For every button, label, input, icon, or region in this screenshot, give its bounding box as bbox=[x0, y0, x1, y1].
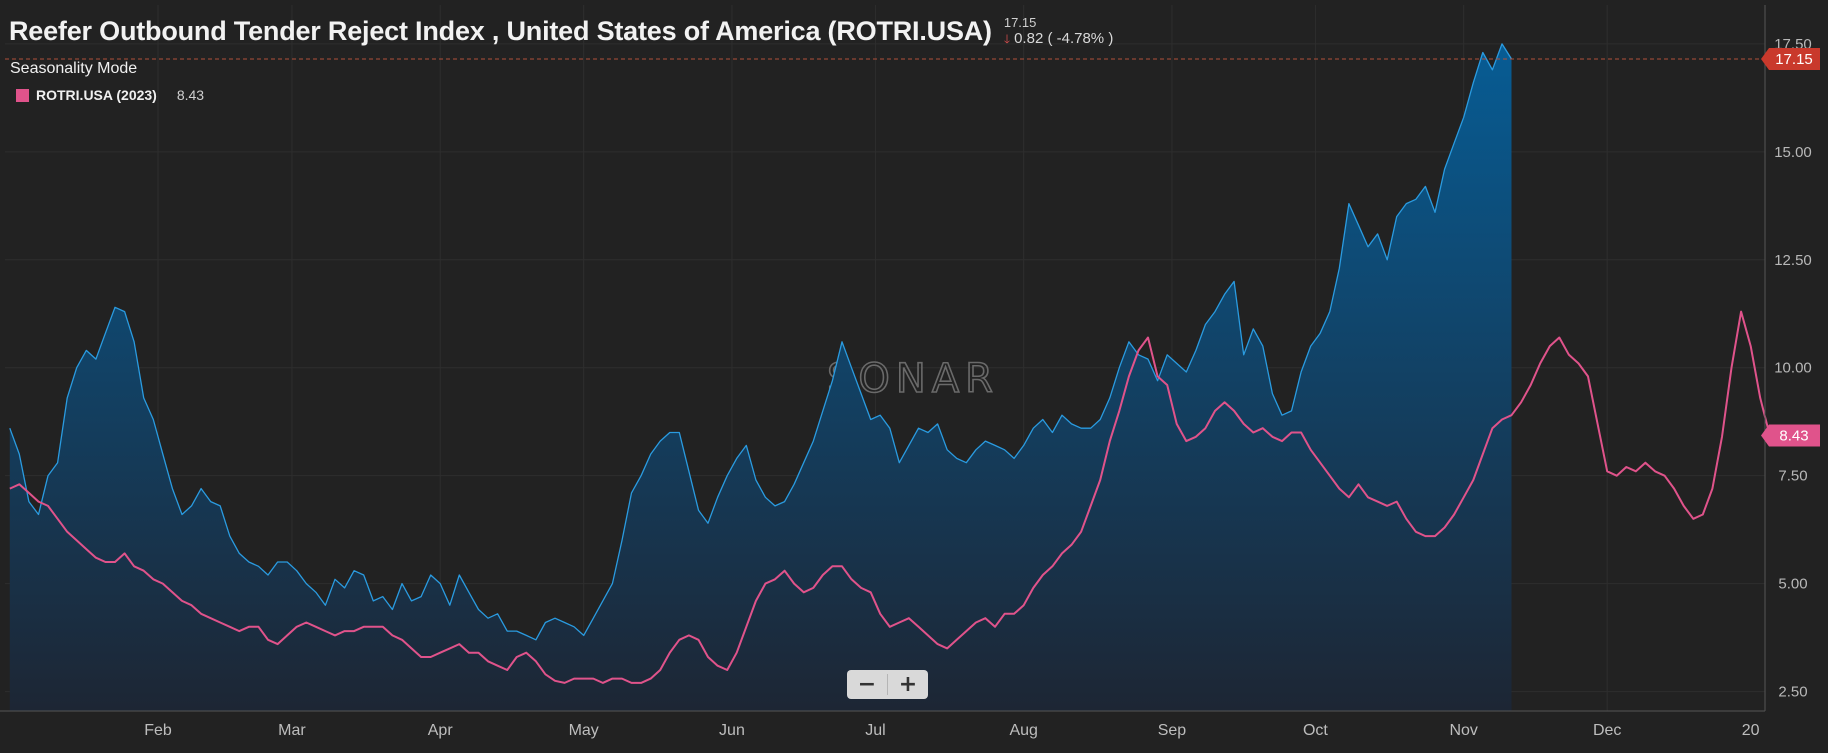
price-change: 🡓 0.82 ( -4.78% ) bbox=[1004, 31, 1113, 47]
seasonality-mode-label: Seasonality Mode bbox=[10, 60, 138, 77]
zoom-controls: − + bbox=[847, 670, 928, 699]
current-value-badge-bg bbox=[1761, 47, 1820, 70]
legend[interactable]: ROTRI.USA (2023) 8.43 bbox=[16, 87, 204, 103]
current-series-line bbox=[9, 43, 1513, 641]
x-tick-label: 20 bbox=[1742, 722, 1760, 739]
x-tick-label: Feb bbox=[144, 722, 172, 739]
y-tick-label: 7.50 bbox=[1778, 468, 1807, 485]
chart-header: Reefer Outbound Tender Reject Index , Un… bbox=[9, 14, 1113, 48]
y-tick-label: 2.50 bbox=[1778, 684, 1807, 701]
series-layer bbox=[9, 43, 1771, 711]
zoom-in-button[interactable]: + bbox=[888, 670, 928, 699]
zoom-divider bbox=[887, 674, 888, 695]
current-value-badge: 17.15 bbox=[1775, 51, 1813, 68]
x-tick-label: Aug bbox=[1009, 722, 1037, 739]
legend-series-name: ROTRI.USA (2023) bbox=[36, 87, 157, 103]
legend-series-value: 8.43 bbox=[176, 87, 205, 103]
x-tick-label: Nov bbox=[1449, 722, 1477, 739]
y-tick-label: 10.00 bbox=[1774, 360, 1812, 377]
y-tick-label: 12.50 bbox=[1774, 252, 1812, 269]
current-series-area bbox=[9, 43, 1512, 711]
prior-year-value-badge-bg bbox=[1761, 424, 1820, 447]
arrow-down-icon: 🡓 bbox=[1003, 32, 1011, 46]
value-badges: 17.15 8.43 bbox=[5, 47, 1820, 447]
zoom-out-button[interactable]: − bbox=[847, 670, 887, 699]
x-tick-label: Dec bbox=[1593, 722, 1621, 739]
x-tick-label: Jun bbox=[719, 722, 745, 739]
last-value: 17.15 bbox=[1003, 15, 1037, 30]
x-tick-label: Sep bbox=[1158, 722, 1187, 739]
x-tick-label: Oct bbox=[1303, 722, 1328, 739]
x-tick-label: May bbox=[569, 722, 599, 739]
y-tick-label: 5.00 bbox=[1778, 576, 1807, 593]
x-tick-label: Apr bbox=[428, 722, 454, 739]
legend-swatch bbox=[16, 88, 29, 102]
quote-box: 17.15 🡓 0.82 ( -4.78% ) bbox=[1004, 15, 1113, 47]
chart-title: Reefer Outbound Tender Reject Index , Un… bbox=[9, 16, 992, 46]
x-tick-label: Mar bbox=[278, 722, 306, 739]
prior-year-value-badge: 8.43 bbox=[1779, 428, 1808, 445]
y-tick-label: 15.00 bbox=[1774, 144, 1812, 161]
prior-year-line bbox=[9, 310, 1771, 684]
x-tick-label: Jul bbox=[865, 722, 885, 739]
change-text: 0.82 ( -4.78% ) bbox=[1014, 30, 1114, 47]
